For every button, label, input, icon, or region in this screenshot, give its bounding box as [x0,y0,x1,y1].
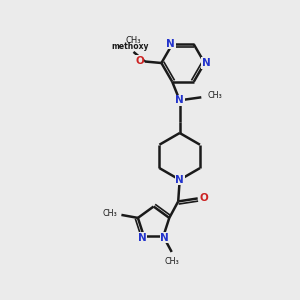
Text: N: N [202,58,211,68]
Text: N: N [175,95,184,105]
Text: N: N [175,175,184,185]
Text: O: O [135,56,144,66]
Text: CH₃: CH₃ [126,36,141,45]
Text: O: O [200,194,209,203]
Text: CH₃: CH₃ [207,91,222,100]
Text: methoxy: methoxy [112,42,149,51]
Text: N: N [138,233,147,243]
Text: CH₃: CH₃ [165,257,180,266]
Text: CH₃: CH₃ [102,209,117,218]
Text: N: N [166,39,175,49]
Text: N: N [160,233,169,243]
